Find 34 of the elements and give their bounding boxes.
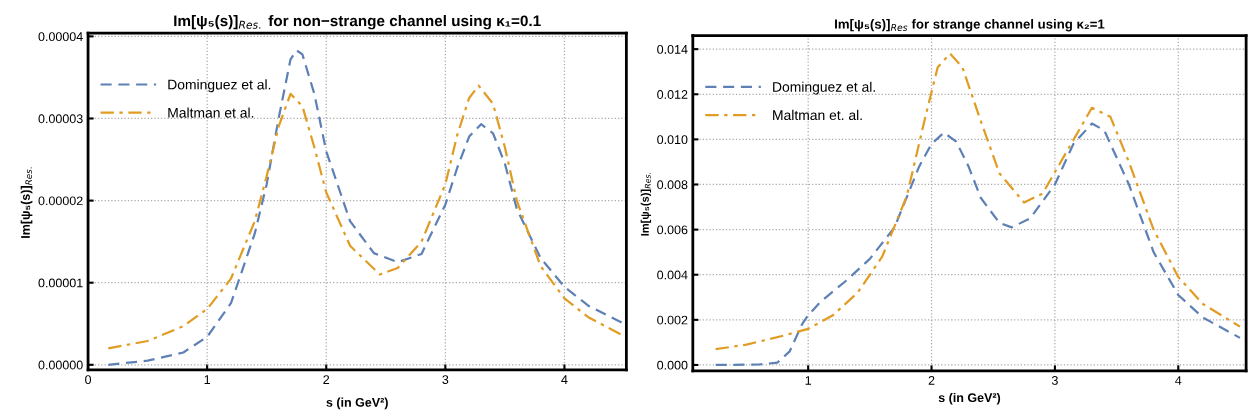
x-tick-label: 3 (442, 375, 449, 385)
y-tick-label: 0.004 (657, 270, 688, 280)
x-tick-label: 3 (1051, 376, 1058, 385)
y-tick-label: 0.00004 (38, 32, 83, 42)
y-axis-title: Im[ψ₅(s)]$_{Res.}$ (20, 167, 33, 238)
legend-label: Dominguez et al. (168, 79, 271, 93)
x-tick-label: 1 (805, 376, 812, 385)
line-series (714, 122, 1242, 367)
x-tick-label: 4 (1175, 376, 1182, 385)
x-axis-title: s (in GeV²) (326, 397, 388, 410)
x-tick-label: 2 (323, 375, 330, 384)
x-tick-label: 0 (85, 375, 92, 385)
y-tick-label: 0.008 (657, 180, 688, 190)
chart-title: Im[ψ₅(s)]$_{Res.}$ for non−strange channel using κ₁=0.1 (174, 15, 541, 30)
y-tick-label: 0.00000 (38, 360, 83, 370)
y-tick-label: 0.006 (657, 225, 688, 235)
y-tick-label: 0.000 (657, 360, 688, 370)
y-axis-title: Im[ψ₅(s)]$_{Res.}$ (640, 172, 652, 236)
x-tick-label: 1 (204, 375, 211, 384)
x-axis-title: s (in GeV²) (938, 392, 1001, 405)
y-tick-label: 0.00002 (38, 196, 83, 206)
y-tick-label: 0.00003 (38, 114, 83, 124)
chart-title: Im[ψ₅(s)]$_{Res}$ for strange channel using κ₂=1 (835, 19, 1105, 32)
legend-label: Maltman et al. (168, 107, 254, 118)
y-tick-label: 0.002 (657, 315, 688, 325)
x-tick-label: 4 (561, 375, 568, 384)
y-tick-label: 0.010 (657, 135, 688, 145)
legend-label: Maltman et. al. (773, 109, 862, 121)
y-tick-label: 0.012 (657, 90, 688, 99)
x-tick-label: 2 (928, 376, 935, 385)
y-tick-label: 0.014 (657, 44, 688, 54)
y-tick-label: 0.00001 (38, 278, 83, 288)
line-series (714, 52, 1242, 351)
legend-label: Dominguez et al. (773, 81, 875, 95)
